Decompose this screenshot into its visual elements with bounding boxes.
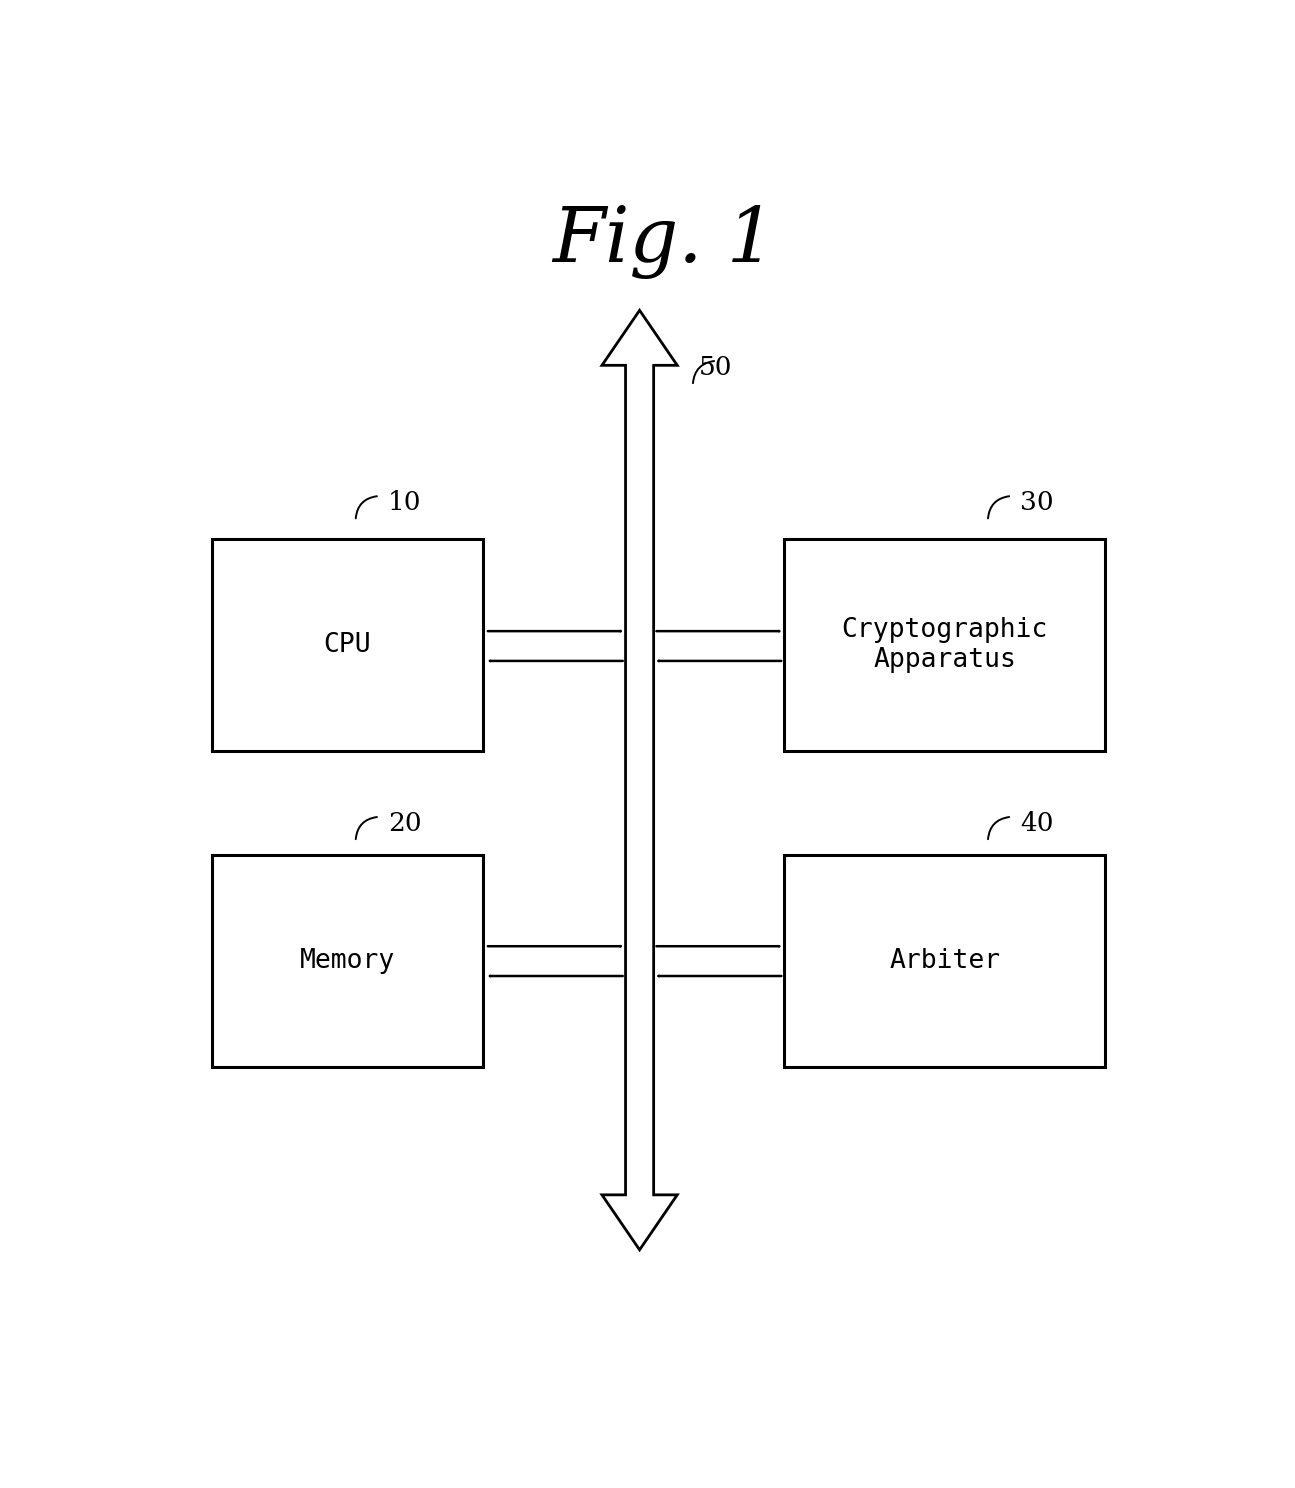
Text: CPU: CPU (324, 632, 372, 659)
Bar (783, 540, 1105, 751)
Bar (212, 854, 483, 1067)
Text: 40: 40 (1020, 811, 1053, 836)
Bar (783, 854, 1105, 1067)
Bar (212, 540, 483, 751)
Text: 10: 10 (387, 491, 421, 515)
Polygon shape (602, 311, 677, 1250)
Text: 30: 30 (1020, 491, 1054, 515)
Text: 20: 20 (387, 811, 421, 836)
Text: Arbiter: Arbiter (890, 948, 1000, 973)
Text: Fig. 1: Fig. 1 (552, 204, 776, 278)
Text: 50: 50 (699, 356, 732, 379)
Text: Memory: Memory (300, 948, 395, 973)
Text: Cryptographic
Apparatus: Cryptographic Apparatus (842, 618, 1048, 674)
